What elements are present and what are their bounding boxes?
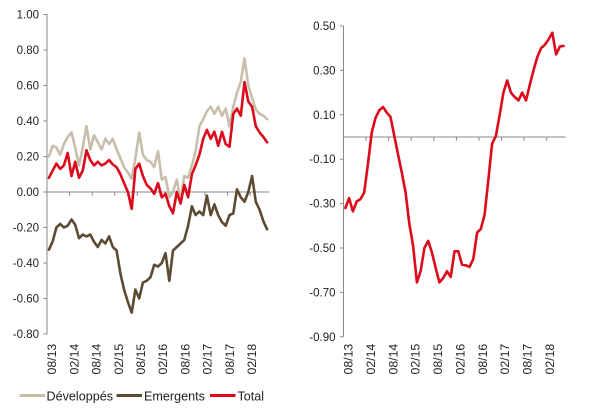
svg-text:Développés: Développés: [47, 390, 114, 404]
svg-text:08/16: 08/16: [476, 344, 490, 375]
svg-text:08/13: 08/13: [342, 344, 356, 375]
svg-text:02/16: 02/16: [453, 344, 467, 375]
svg-text:02/18: 02/18: [245, 344, 259, 375]
svg-text:02/15: 02/15: [112, 344, 126, 375]
svg-text:08/14: 08/14: [90, 344, 104, 375]
svg-text:Emergents: Emergents: [144, 390, 205, 404]
svg-text:08/16: 08/16: [178, 344, 192, 375]
svg-text:-0.50: -0.50: [309, 243, 335, 255]
svg-text:02/14: 02/14: [364, 344, 378, 375]
svg-text:-0.40: -0.40: [13, 258, 39, 270]
svg-text:0.10: 0.10: [313, 110, 335, 122]
svg-text:-0.80: -0.80: [13, 329, 39, 341]
svg-text:02/15: 02/15: [409, 344, 423, 375]
svg-text:08/15: 08/15: [134, 344, 148, 375]
svg-text:-0.60: -0.60: [13, 294, 39, 306]
svg-text:02/14: 02/14: [67, 344, 81, 375]
svg-text:02/17: 02/17: [498, 344, 512, 375]
svg-text:-0.20: -0.20: [13, 223, 39, 235]
svg-text:0.30: 0.30: [313, 65, 335, 77]
svg-text:Total: Total: [238, 390, 265, 404]
svg-text:02/17: 02/17: [201, 344, 215, 375]
svg-text:08/17: 08/17: [223, 344, 237, 375]
svg-text:0.50: 0.50: [313, 21, 335, 33]
svg-text:-0.10: -0.10: [309, 154, 335, 166]
svg-text:1.00: 1.00: [17, 10, 39, 22]
svg-text:08/17: 08/17: [521, 344, 535, 375]
svg-text:0.20: 0.20: [17, 152, 39, 164]
svg-text:08/13: 08/13: [45, 344, 59, 375]
svg-text:-0.70: -0.70: [309, 287, 335, 299]
svg-text:0.80: 0.80: [17, 45, 39, 57]
svg-text:-0.30: -0.30: [309, 199, 335, 211]
svg-text:02/16: 02/16: [156, 344, 170, 375]
svg-text:08/14: 08/14: [386, 344, 400, 375]
svg-text:02/18: 02/18: [543, 344, 557, 375]
svg-text:0.40: 0.40: [17, 116, 39, 128]
svg-text:08/15: 08/15: [431, 344, 445, 375]
svg-text:0.00: 0.00: [17, 187, 39, 199]
svg-text:0.60: 0.60: [17, 81, 39, 93]
svg-text:-0.90: -0.90: [309, 332, 335, 344]
